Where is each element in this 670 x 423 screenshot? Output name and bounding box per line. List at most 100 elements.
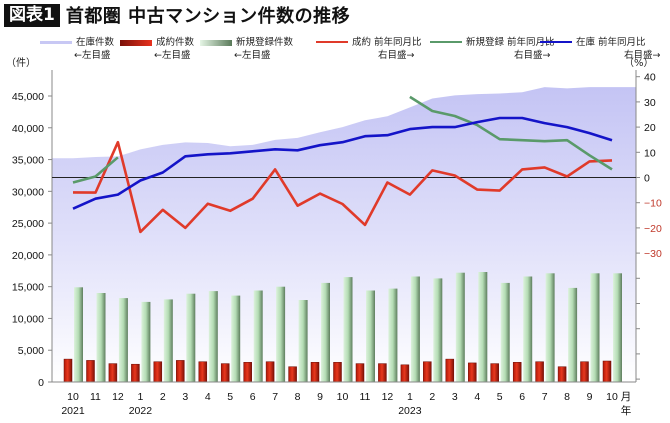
legend-axis-note: 右目盛→: [624, 50, 661, 61]
left-tick-label: 10,000: [12, 313, 44, 325]
left-tick-label: 20,000: [12, 250, 44, 262]
right-tick-label: 40: [644, 72, 656, 84]
contracts-bar: [445, 358, 455, 383]
new-listings-bar: [590, 273, 600, 382]
contracts-bar: [63, 358, 73, 383]
month-axis-unit: 月: [621, 391, 632, 403]
axis-labels: 0 5,000 10,000 15,000 20,000 25,000 30,000 35,0…: [12, 72, 662, 417]
month-label: 9: [587, 391, 593, 403]
right-tick-label: −30: [644, 248, 662, 260]
legend-axis-note: ←左目盛: [154, 50, 191, 61]
new-listings-bar: [568, 287, 578, 382]
legend-label: 成約件数: [156, 37, 195, 48]
chart-title-row: 図表1 首都圏 中古マンション件数の推移: [4, 3, 350, 27]
new-listings-bar: [545, 273, 555, 382]
month-label: 2: [429, 391, 435, 403]
left-axis-unit: （件）: [6, 58, 36, 69]
contracts-bar: [176, 360, 185, 383]
new-listings-bar: [141, 301, 151, 382]
month-label: 8: [295, 391, 301, 403]
year-label: 2022: [129, 405, 153, 417]
month-label: 4: [474, 391, 480, 403]
month-label: 10: [337, 391, 349, 403]
legend-swatch-new-listings: [200, 40, 232, 46]
contracts-bar: [86, 360, 95, 383]
contracts-bar: [220, 363, 230, 383]
chart-legend: 在庫件数 ←左目盛 成約件数 ←左目盛 新規登録件数 ←左目盛 成約 前年同月比…: [40, 37, 665, 67]
new-listings-bar: [321, 282, 330, 382]
month-label: 3: [182, 391, 188, 403]
contracts-bar: [310, 362, 320, 383]
new-listings-bar: [163, 299, 173, 382]
month-label: 1: [407, 391, 413, 403]
yoy-line-series: [72, 95, 613, 234]
month-label: 6: [250, 391, 256, 403]
contracts-bar: [333, 362, 342, 383]
month-label: 7: [542, 391, 548, 403]
contracts-bar: [198, 361, 208, 383]
month-label: 3: [452, 391, 458, 403]
new-listings-bar: [343, 277, 353, 382]
month-label: 8: [564, 391, 570, 403]
new-listings-bar: [455, 272, 465, 382]
stock-area: [52, 87, 636, 382]
right-tick-label: 10: [644, 147, 656, 159]
legend-label: 在庫 前年同月比: [576, 37, 646, 48]
left-tick-label: 0: [38, 377, 44, 389]
new-listings-bar: [208, 291, 218, 382]
bar-series: [63, 272, 622, 383]
contracts-bar: [602, 360, 612, 383]
new-listings-bar: [523, 276, 533, 382]
legend-swatch-stock: [40, 41, 72, 44]
new-listings-bar: [613, 273, 622, 382]
month-label: 4: [205, 391, 211, 403]
contracts-bar: [423, 361, 432, 383]
month-label: 1: [137, 391, 143, 403]
left-tick-label: 5,000: [18, 345, 44, 357]
new-listings-bar: [298, 300, 308, 382]
new-listings-bar: [186, 293, 196, 382]
legend-axis-note: 右目盛→: [514, 50, 551, 61]
month-label: 5: [227, 391, 233, 403]
left-tick-label: 30,000: [12, 186, 44, 198]
contracts-bar: [378, 363, 387, 383]
contracts-bar: [535, 361, 544, 383]
left-tick-label: 25,000: [12, 218, 44, 230]
contracts-bar: [288, 366, 297, 383]
left-tick-label: 15,000: [12, 282, 44, 294]
contracts-bar: [490, 363, 499, 383]
month-label: 2: [160, 391, 166, 403]
legend-swatch-contracts: [120, 40, 152, 46]
contracts-bar: [400, 364, 410, 383]
new-listings-bar: [410, 276, 420, 382]
month-label: 11: [90, 391, 101, 403]
month-label: 12: [382, 391, 394, 403]
figure-badge: 図表1: [4, 3, 60, 27]
year-label: 2023: [398, 405, 422, 417]
legend-swatch-contracts-yoy: [316, 41, 348, 43]
right-tick-label: 0: [644, 173, 650, 185]
year-label: 2021: [61, 405, 85, 417]
year-axis-unit: 年: [621, 404, 632, 417]
yoy-line: [72, 116, 613, 210]
yoy-line: [72, 140, 613, 234]
contracts-bar: [243, 362, 252, 383]
left-tick-label: 35,000: [12, 155, 44, 167]
new-listings-bar: [433, 278, 443, 382]
new-listings-bar: [118, 298, 128, 382]
month-label: 10: [606, 391, 618, 403]
contracts-bar: [265, 361, 275, 383]
contracts-bar: [512, 362, 522, 383]
legend-label: 成約 前年同月比: [352, 37, 422, 48]
new-listings-bar: [96, 293, 106, 382]
new-listings-bar: [74, 287, 83, 382]
left-tick-label: 45,000: [12, 91, 44, 103]
legend-label: 新規登録件数: [236, 37, 294, 48]
right-tick-label: −10: [644, 198, 662, 210]
new-listings-bar: [478, 272, 488, 382]
month-label: 12: [112, 391, 124, 403]
new-listings-bar: [231, 295, 241, 382]
right-tick-label: −20: [644, 223, 662, 235]
right-axis-unit: （%）: [624, 58, 654, 69]
